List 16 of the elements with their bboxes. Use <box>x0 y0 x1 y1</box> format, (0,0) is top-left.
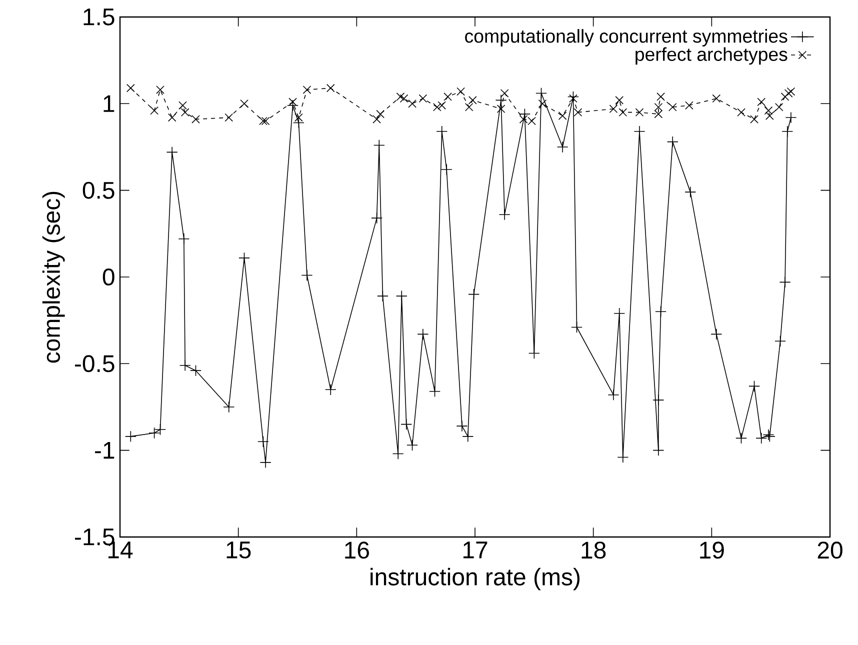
legend-label: computationally concurrent symmetries <box>465 29 788 46</box>
x-tick-label: 16 <box>345 542 369 559</box>
y-axis-title: complexity (sec) <box>42 192 65 363</box>
y-tick-label: -0.5 <box>75 355 114 372</box>
y-tick-label: 1 <box>104 95 114 112</box>
y-tick-label: 1.5 <box>84 8 114 26</box>
x-tick-label: 19 <box>700 542 724 559</box>
y-tick-label: -1 <box>95 442 114 459</box>
y-tick-label: 0.5 <box>82 182 114 199</box>
x-tick-label: 20 <box>818 542 842 559</box>
y-tick-label: 0 <box>102 268 114 286</box>
x-tick-label: 15 <box>226 542 251 558</box>
x-tick-label: 18 <box>582 542 606 559</box>
x-tick-label: 17 <box>463 542 488 558</box>
x-axis-title: instruction rate (ms) <box>370 568 580 590</box>
legend-label: perfect archetypes <box>636 47 788 65</box>
